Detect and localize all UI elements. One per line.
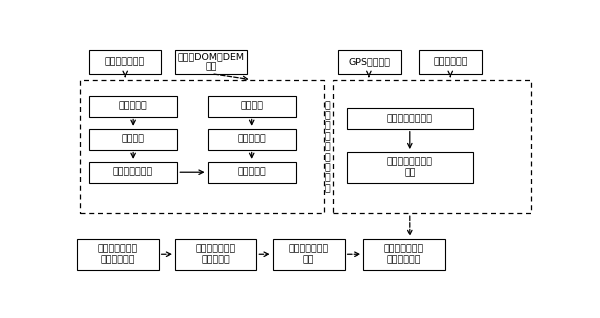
Text: 星敏感器安装参
数相对标定: 星敏感器安装参 数相对标定 [196,245,236,264]
FancyBboxPatch shape [208,129,296,149]
FancyBboxPatch shape [175,239,256,270]
FancyBboxPatch shape [364,239,445,270]
FancyBboxPatch shape [89,129,178,149]
FancyBboxPatch shape [89,96,178,116]
FancyBboxPatch shape [89,50,161,74]
FancyBboxPatch shape [272,239,344,270]
Text: 子像素匹配: 子像素匹配 [238,135,266,144]
FancyBboxPatch shape [347,108,473,129]
Text: 定标场DOM、DEM
数据: 定标场DOM、DEM 数据 [178,52,245,72]
Text: 影像模拟: 影像模拟 [122,135,145,144]
Text: 整像素匹配: 整像素匹配 [238,168,266,177]
FancyBboxPatch shape [347,152,473,183]
Text: 几何定标参数: 几何定标参数 [433,58,468,66]
Text: GPS精密轨道: GPS精密轨道 [348,58,390,66]
Text: 粗差剔除: 粗差剔除 [240,102,263,111]
Text: 特征点提取: 特征点提取 [119,102,148,111]
FancyBboxPatch shape [419,50,482,74]
FancyBboxPatch shape [208,162,296,183]
FancyBboxPatch shape [175,50,247,74]
Text: 定标场真实影像: 定标场真实影像 [105,58,145,66]
FancyBboxPatch shape [77,239,158,270]
Text: 对地相机精密姿态
解算: 对地相机精密姿态 解算 [387,158,433,177]
FancyBboxPatch shape [208,96,296,116]
Text: 严密几何成像方程: 严密几何成像方程 [387,114,433,123]
Text: 控
制
点
数
据
自
动
量
测: 控 制 点 数 据 自 动 量 测 [325,101,331,193]
Text: 多星敏感器信息
融合: 多星敏感器信息 融合 [289,245,329,264]
Text: 时变系统误差建
模与参数解算: 时变系统误差建 模与参数解算 [384,245,424,264]
FancyBboxPatch shape [89,162,178,183]
Text: 多轨成像段星敏
感器观测数据: 多轨成像段星敏 感器观测数据 [98,245,138,264]
FancyBboxPatch shape [338,50,401,74]
Text: 金字塔影像匹配: 金字塔影像匹配 [113,168,153,177]
